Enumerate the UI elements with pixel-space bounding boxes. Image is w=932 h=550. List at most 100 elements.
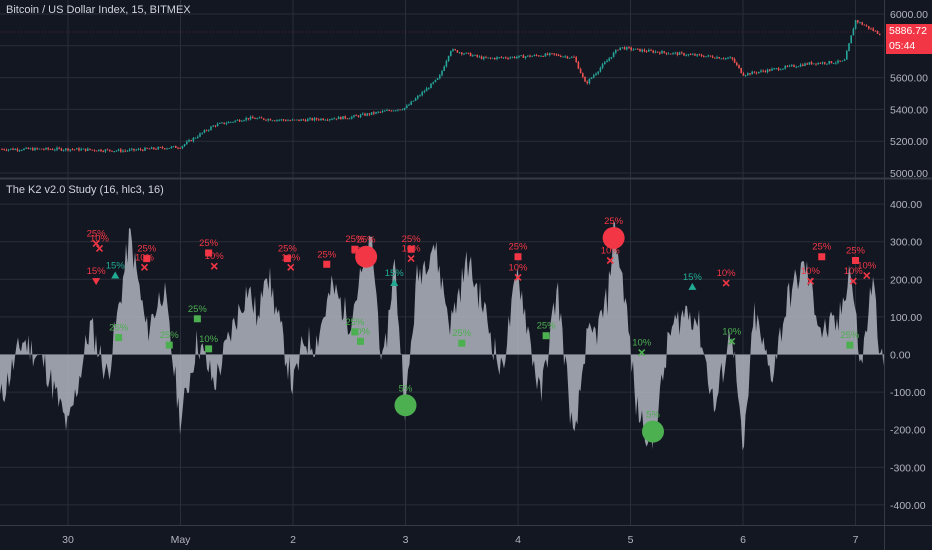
price-candle-body [839, 60, 841, 62]
signal-cross-red [606, 256, 614, 265]
price-candle-body [80, 149, 82, 151]
price-candle-body [714, 57, 716, 59]
price-candle-body [540, 56, 542, 57]
price-candle-body [469, 53, 472, 57]
price-candle-body [804, 63, 806, 66]
price-candle-body [29, 148, 32, 150]
price-candle-body [612, 52, 615, 58]
signal-label: 10% [281, 252, 301, 263]
price-candle-body [379, 111, 382, 113]
price-candle-body [852, 28, 855, 36]
price-candle-body [707, 55, 709, 57]
price-candle-body [219, 123, 221, 124]
price-candle-body [381, 110, 384, 112]
signal-square-green [357, 337, 364, 345]
price-candle-body [676, 52, 679, 55]
price-candle-body [507, 58, 509, 59]
study-title: The K2 v2.0 Study (16, hlc3, 16) [6, 184, 164, 196]
price-candle-body [766, 69, 769, 73]
price-candle-body [623, 47, 626, 50]
study-axis-tick-label: -400.00 [890, 500, 926, 512]
price-candle-body [410, 101, 412, 105]
price-candle-body [529, 55, 531, 57]
price-candle-body [256, 118, 258, 120]
price-candle-body [522, 55, 525, 58]
signal-cross-red [514, 273, 522, 281]
price-candle-body [456, 50, 459, 53]
price-candle-body [170, 146, 173, 149]
price-candle-body [672, 52, 674, 54]
main-chart-title: Bitcoin / US Dollar Index, 15, BITMEX [6, 4, 191, 16]
price-candle-body [848, 43, 850, 51]
price-candle-body [137, 149, 140, 150]
signal-label: 25% [508, 242, 528, 253]
price-candle-body [337, 116, 340, 120]
price-candle-body [263, 118, 265, 120]
price-candle-body [183, 144, 186, 147]
price-candle-body [21, 150, 23, 151]
price-candle-body [582, 73, 584, 77]
signal-cross-red [92, 240, 100, 248]
price-candle-body [593, 75, 595, 78]
price-candle-body [709, 55, 712, 57]
price-candle-body [190, 140, 192, 142]
signal-label: 25% [846, 246, 866, 257]
price-candle-body [36, 148, 38, 149]
price-candle-body [663, 51, 665, 53]
price-candle-body [436, 78, 439, 80]
price-candle-body [421, 92, 423, 96]
price-candle-body [496, 57, 498, 60]
price-candle-body [439, 75, 441, 79]
price-candle-body [181, 146, 184, 149]
signal-circle-green [394, 394, 417, 417]
price-axis-tick-label: 5400.00 [890, 104, 928, 116]
time-axis-tick-label: 30 [62, 534, 74, 546]
signal-label: 25% [188, 304, 208, 315]
price-candle-body [425, 88, 428, 92]
signal-label: 25% [604, 216, 624, 227]
signal-square-green [846, 341, 854, 349]
price-candle-body [505, 57, 507, 59]
price-candle-body [560, 55, 562, 57]
price-candle-body [335, 118, 338, 120]
price-candle-body [175, 146, 177, 148]
signal-circle-red [602, 226, 625, 249]
price-candle-body [859, 22, 861, 24]
price-candle-body [467, 52, 470, 54]
time-axis-tick-label: 4 [515, 534, 521, 546]
price-candle-body [815, 63, 817, 65]
price-candle-body [73, 149, 76, 151]
price-axis-tick-label: 5200.00 [890, 136, 928, 148]
signal-label: 10% [722, 326, 742, 337]
price-candle-body [430, 83, 432, 89]
price-candle-body [76, 148, 78, 150]
price-candle-body [93, 149, 96, 151]
price-candle-body [82, 148, 85, 150]
price-candle-body [751, 71, 753, 75]
price-candle-body [45, 147, 47, 150]
price-candle-body [698, 54, 701, 56]
price-candle-body [344, 116, 346, 119]
price-axis-tick-label: 5600.00 [890, 73, 928, 85]
price-candle-body [346, 118, 349, 120]
price-candle-body [621, 47, 624, 49]
price-candle-body [773, 68, 775, 70]
price-candle-body [744, 75, 747, 76]
price-candle-body [665, 52, 668, 54]
signal-label: 10% [508, 262, 528, 273]
price-candle-body [98, 149, 100, 151]
price-candle-body [247, 118, 250, 120]
price-candle-body [813, 63, 815, 65]
signal-label: 10% [717, 268, 737, 279]
price-candle-body [656, 51, 659, 53]
price-candle-body [874, 30, 877, 32]
price-candle-body [865, 25, 868, 27]
signal-label: 10% [601, 246, 621, 257]
price-candle-body [799, 64, 802, 67]
price-candle-body [518, 55, 520, 58]
price-candle-body [606, 60, 608, 63]
price-candle-body [234, 120, 236, 122]
price-candle-body [861, 22, 863, 25]
price-candle-body [557, 54, 560, 56]
